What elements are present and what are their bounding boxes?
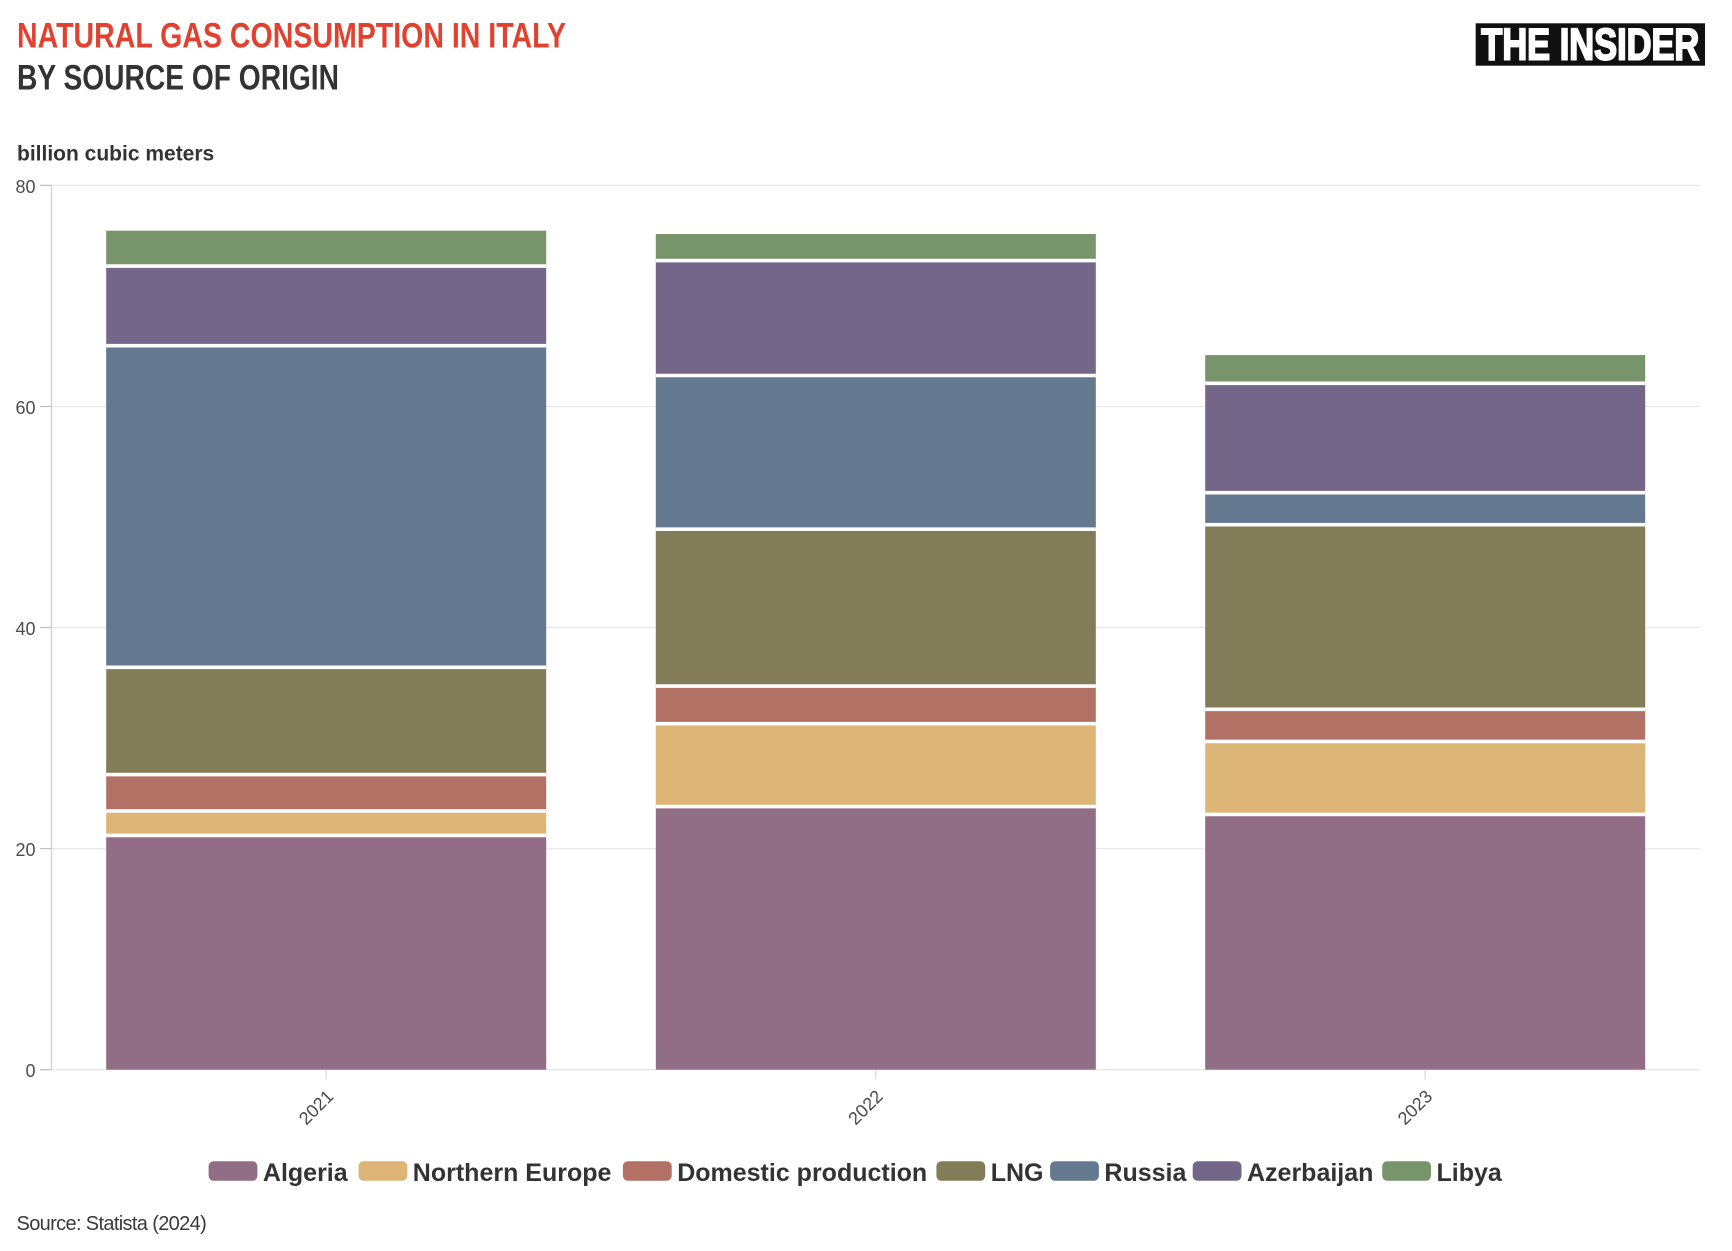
- svg-text:NATURAL GAS CONSUMPTION IN ITA: NATURAL GAS CONSUMPTION IN ITALY: [17, 17, 566, 56]
- svg-text:2023: 2023: [1394, 1086, 1436, 1128]
- svg-text:LNG: LNG: [991, 1159, 1044, 1187]
- svg-text:80: 80: [15, 177, 35, 197]
- svg-text:THE INSIDER: THE INSIDER: [1481, 21, 1699, 70]
- svg-text:Azerbaijan: Azerbaijan: [1247, 1159, 1373, 1187]
- svg-text:0: 0: [25, 1061, 35, 1081]
- svg-text:2021: 2021: [295, 1086, 337, 1128]
- svg-text:Domestic production: Domestic production: [677, 1159, 927, 1187]
- svg-text:billion cubic meters: billion cubic meters: [17, 142, 214, 165]
- svg-text:Libya: Libya: [1437, 1159, 1503, 1187]
- svg-text:Russia: Russia: [1104, 1159, 1187, 1187]
- svg-text:Algeria: Algeria: [263, 1159, 349, 1187]
- svg-text:60: 60: [15, 398, 35, 418]
- svg-text:20: 20: [15, 840, 35, 860]
- svg-text:Source: Statista (2024): Source: Statista (2024): [17, 1213, 207, 1235]
- svg-text:40: 40: [15, 619, 35, 639]
- svg-text:BY SOURCE OF ORIGIN: BY SOURCE OF ORIGIN: [17, 58, 339, 97]
- svg-text:2022: 2022: [844, 1086, 886, 1128]
- svg-text:Northern Europe: Northern Europe: [413, 1159, 612, 1187]
